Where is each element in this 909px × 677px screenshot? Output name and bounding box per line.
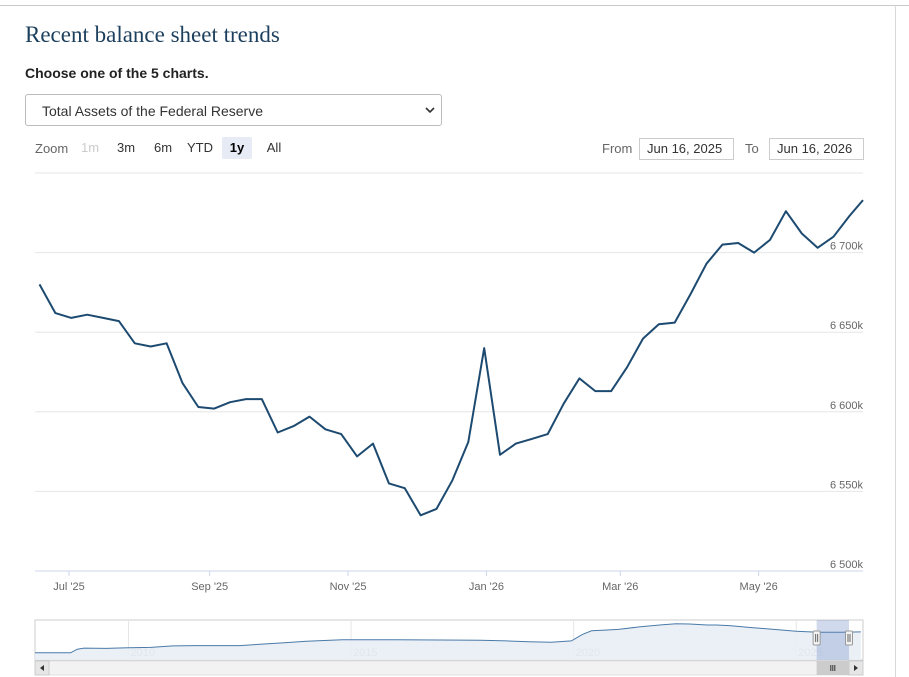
x-tick-label: Jan '26 xyxy=(469,581,504,593)
navigator-handle-left[interactable] xyxy=(812,630,821,646)
zoom-button-6m[interactable]: 6m xyxy=(153,140,173,155)
zoom-label: Zoom xyxy=(35,141,69,156)
y-tick-label: 6 500k xyxy=(830,559,864,571)
zoom-button-3m[interactable]: 3m xyxy=(116,140,136,155)
zoom-button-ytd[interactable]: YTD xyxy=(187,140,213,155)
navigator-scrollbar-track[interactable] xyxy=(34,660,864,676)
navigator-area xyxy=(35,623,861,660)
x-tick-label: Sep '25 xyxy=(191,581,228,593)
y-tick-label: 6 700k xyxy=(830,241,864,253)
x-tick-label: Mar '26 xyxy=(602,581,638,593)
x-tick-label: May '26 xyxy=(740,581,778,593)
right-border xyxy=(895,5,896,677)
range-to-input[interactable]: Jun 16, 2026 xyxy=(769,138,864,160)
range-from-label: From xyxy=(602,141,633,156)
series-line-total-assets xyxy=(38,199,864,517)
navigator-line xyxy=(35,623,861,654)
range-from-input[interactable]: Jun 16, 2025 xyxy=(639,138,734,160)
x-tick-label: Nov '25 xyxy=(330,581,367,593)
chart-select[interactable]: Total Assets of the Federal Reserve xyxy=(25,94,442,126)
x-tick-label: Jul '25 xyxy=(53,581,84,593)
top-border xyxy=(0,0,909,6)
zoom-button-all[interactable]: All xyxy=(266,140,282,155)
chart-select-value: Total Assets of the Federal Reserve xyxy=(42,103,263,119)
navigator-selected-range[interactable] xyxy=(816,620,849,660)
zoom-button-1m[interactable]: 1m xyxy=(80,140,100,155)
navigator-handle-right[interactable] xyxy=(845,630,853,646)
page-title: Recent balance sheet trends xyxy=(25,22,280,47)
y-tick-label: 6 650k xyxy=(830,320,864,332)
chart-chooser-label: Choose one of the 5 charts. xyxy=(25,65,209,81)
y-tick-label: 6 550k xyxy=(830,479,864,491)
y-tick-label: 6 600k xyxy=(830,400,864,412)
range-to-label: To xyxy=(745,141,759,156)
zoom-button-1y[interactable]: 1y xyxy=(222,137,252,159)
scroll-right-arrow-icon[interactable] xyxy=(848,660,864,676)
scroll-left-arrow-icon[interactable] xyxy=(34,660,50,676)
navigator-scrollbar-thumb[interactable] xyxy=(816,661,849,675)
chevron-down-icon xyxy=(425,107,435,114)
